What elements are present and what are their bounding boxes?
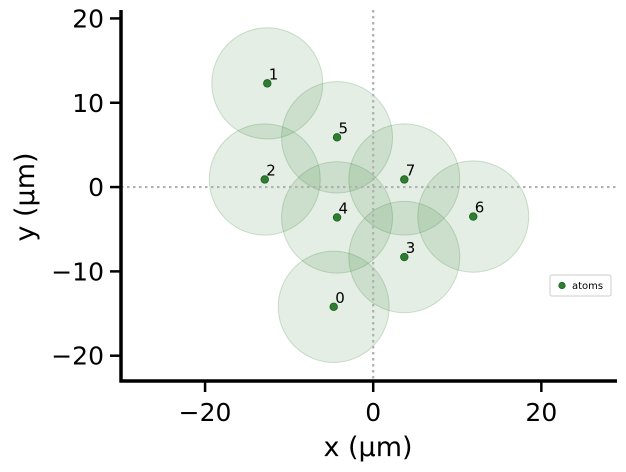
atom-label-4: 4 (339, 199, 349, 217)
atom-label-0: 0 (335, 289, 345, 307)
y-tick-label: 0 (88, 173, 104, 202)
atom-point-6 (469, 212, 478, 221)
y-tick-label: 10 (72, 89, 104, 118)
reference-lines (121, 10, 617, 381)
atom-point-4 (332, 213, 342, 222)
y-axis-label: y (μm) (10, 152, 41, 241)
atom-point-2 (260, 175, 269, 184)
legend-marker (558, 281, 566, 290)
atom-label-2: 2 (266, 161, 276, 179)
atom-point-7 (400, 175, 409, 184)
y-ticks: −20 −10 0 10 20 (51, 4, 121, 371)
y-tick-label: 20 (72, 4, 104, 33)
atom-labels: 0 1 2 3 4 5 6 7 (266, 65, 484, 306)
atom-label-3: 3 (406, 239, 416, 257)
legend-box (549, 274, 612, 297)
atom-point-5 (332, 133, 342, 142)
atom-label-5: 5 (339, 119, 349, 137)
legend-label: atoms (572, 281, 603, 292)
atom-label-6: 6 (475, 199, 485, 217)
atom-label-7: 7 (406, 161, 416, 179)
atom-label-1: 1 (269, 65, 279, 83)
x-tick-label: 0 (365, 398, 381, 427)
axes (119, 10, 617, 383)
x-axis-label: x (μm) (323, 432, 412, 463)
atom-point-3 (400, 252, 409, 262)
y-tick-label: −20 (51, 342, 104, 371)
y-tick-label: −10 (51, 257, 104, 286)
x-tick-label: 20 (525, 398, 557, 427)
x-tick-label: −20 (179, 398, 232, 427)
atom-point-1 (263, 79, 272, 88)
legend: atoms (549, 274, 612, 297)
atom-points (260, 79, 478, 311)
x-ticks: −20 0 20 (179, 381, 557, 427)
blockade-halos (208, 27, 530, 363)
atom-point-0 (329, 302, 338, 311)
